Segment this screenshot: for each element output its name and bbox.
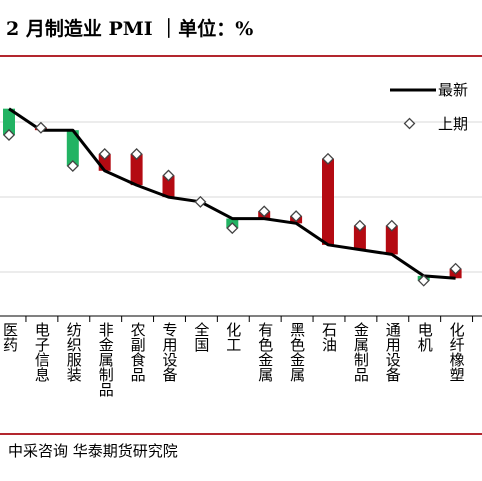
x-label-14: 电机 [416, 322, 434, 353]
previous-marker-9 [258, 205, 271, 218]
x-label-12: 金属制品 [352, 322, 370, 382]
x-label-5: 农副食品 [129, 322, 147, 382]
previous-marker-10 [290, 210, 303, 223]
previous-marker-4 [98, 148, 111, 161]
legend-previous-swatch [403, 117, 416, 130]
change-bar-11 [322, 158, 334, 245]
previous-markers [2, 121, 462, 287]
latest-series-line [8, 107, 456, 280]
previous-marker-11 [321, 152, 335, 165]
x-label-6: 专用设备 [161, 322, 179, 382]
previous-marker-5 [130, 148, 143, 161]
legend: 最新 上期 [390, 81, 468, 133]
change-bar-3 [66, 130, 79, 166]
x-label-10: 黑色金属 [288, 322, 306, 382]
change-bar-6 [162, 175, 175, 198]
previous-marker-12 [353, 219, 366, 232]
footer-divider [0, 433, 482, 435]
x-axis-labels: 医药 电子信息 纺织服装 非金属制品 农副食品 专用设备 全国 化工 有色金属 黑色金属 石油 金属制… [1, 321, 466, 397]
x-label-1: 医药 [1, 322, 19, 353]
previous-marker-6 [162, 169, 175, 182]
x-label-9: 有色金属 [256, 322, 274, 382]
change-bar-12 [353, 225, 366, 250]
legend-previous-label: 上期 [438, 115, 468, 133]
x-label-13: 通用设备 [384, 322, 402, 382]
x-label-4: 非金属制品 [97, 322, 115, 397]
change-bar-5 [130, 154, 143, 186]
previous-marker-1 [2, 128, 16, 141]
previous-marker-13 [385, 219, 398, 232]
change-bar-1 [3, 108, 15, 135]
change-bar-13 [385, 225, 398, 255]
x-label-15: 化纤橡塑 [448, 322, 466, 382]
x-label-3: 纺织服装 [65, 322, 83, 382]
previous-marker-7 [194, 195, 207, 208]
x-label-8: 化工 [224, 322, 242, 352]
chart-title: 2 月制造业 PMI ｜单位：% [6, 18, 254, 40]
previous-marker-3 [66, 159, 79, 173]
x-label-2: 电子信息 [33, 322, 51, 382]
x-label-7: 全国 [192, 321, 210, 352]
x-axis-ticks [25, 316, 474, 322]
source-note: 中采咨询 华泰期货研究院 [8, 442, 178, 460]
previous-marker-2 [34, 121, 47, 134]
previous-marker-14 [417, 274, 430, 287]
previous-marker-8 [226, 222, 239, 235]
title-divider [0, 55, 482, 57]
legend-latest-label: 最新 [438, 81, 468, 99]
gridlines [0, 121, 482, 273]
previous-marker-15 [449, 262, 462, 275]
x-label-11: 石油 [320, 322, 338, 352]
pmi-chart: 医药 电子信息 纺织服装 非金属制品 农副食品 专用设备 全国 化工 有色金属 黑色金属 石油 金属制… [0, 81, 482, 397]
